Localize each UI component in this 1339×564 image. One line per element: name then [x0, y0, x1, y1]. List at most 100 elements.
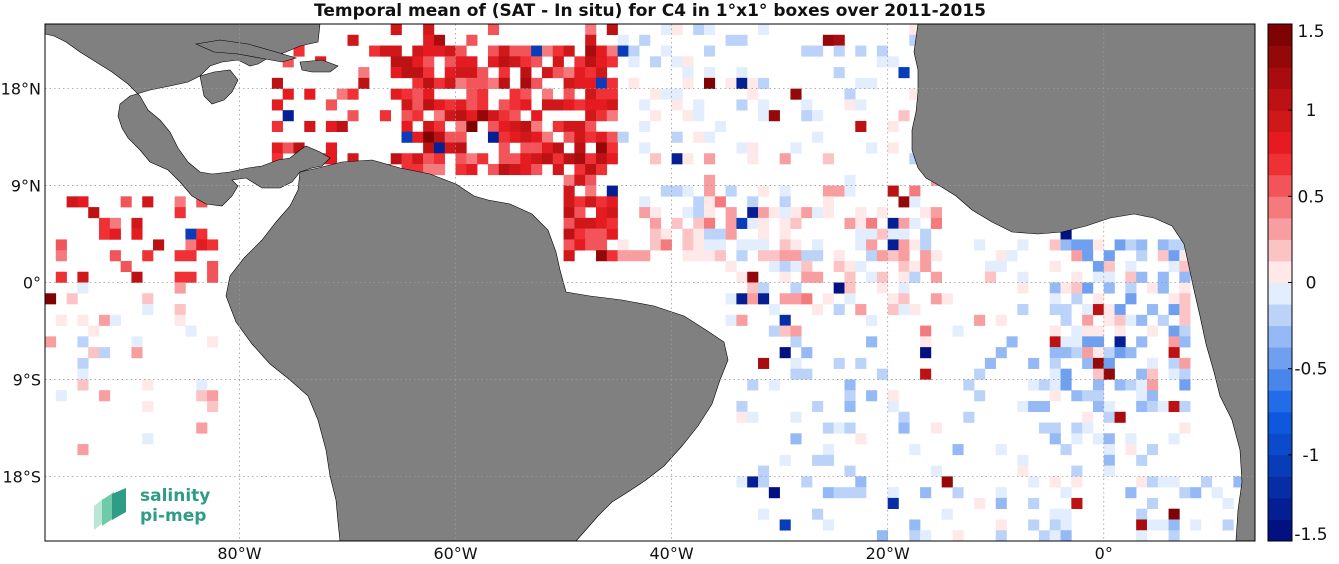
grid-cell [693, 99, 705, 111]
grid-cell [1017, 239, 1029, 251]
grid-cell [1179, 282, 1191, 294]
grid-cell [77, 314, 89, 326]
grid-cell [909, 444, 921, 456]
grid-cell [520, 164, 532, 176]
grid-cell [88, 207, 100, 219]
grid-cell [509, 153, 521, 165]
grid-cell [1049, 325, 1061, 337]
grid-cell [153, 239, 165, 251]
colorbar-step [1268, 433, 1292, 456]
grid-cell [1082, 347, 1094, 359]
grid-cell [433, 164, 446, 176]
grid-cell [693, 110, 705, 122]
grid-cell [1049, 293, 1061, 305]
grid-cell [812, 400, 824, 413]
grid-cell [1168, 476, 1180, 488]
grid-cell [1082, 411, 1094, 423]
grid-cell [1071, 347, 1083, 359]
grid-cell [1200, 476, 1213, 488]
grid-cell [1146, 368, 1159, 380]
grid-cell [531, 142, 543, 154]
grid-cell [1114, 411, 1126, 423]
grid-cell [606, 250, 618, 262]
grid-cell [1146, 497, 1159, 509]
grid-cell [747, 153, 759, 165]
grid-cell [758, 228, 770, 240]
grid-cell [1092, 271, 1105, 283]
grid-cell [142, 400, 154, 413]
grid-cell [639, 250, 651, 262]
grid-cell [563, 153, 575, 165]
south-america-land [225, 159, 729, 541]
grid-cell [325, 142, 337, 154]
grid-cell [1136, 400, 1148, 413]
grid-cell [1103, 260, 1115, 273]
grid-cell [758, 357, 770, 369]
grid-cell [606, 110, 618, 122]
colorbar-step [1268, 497, 1292, 520]
grid-cell [812, 207, 824, 219]
grid-cell [271, 99, 283, 111]
grid-cell [1233, 476, 1245, 488]
colorbar-step [1268, 45, 1292, 68]
grid-cell [833, 282, 845, 294]
grid-cell [585, 153, 597, 165]
grid-cell [1157, 282, 1169, 294]
grid-cell [704, 250, 716, 262]
grid-cell [347, 153, 359, 165]
grid-cell [822, 153, 834, 165]
grid-cell [974, 497, 986, 509]
grid-cell [714, 250, 726, 262]
grid-cell [909, 530, 921, 541]
grid-cell [628, 250, 640, 262]
grid-cell [747, 239, 759, 251]
grid-cell [822, 293, 834, 305]
grid-cell [1049, 433, 1061, 445]
grid-cell [952, 325, 964, 337]
grid-cell [984, 357, 997, 369]
grid-cell [433, 153, 446, 165]
grid-cell [898, 250, 910, 262]
grid-cell [704, 228, 716, 240]
grid-cell [844, 400, 856, 413]
grid-cell [1179, 314, 1191, 326]
grid-cell [1146, 390, 1159, 402]
grid-cell [563, 131, 575, 143]
grid-cell [887, 487, 899, 499]
grid-cell [498, 99, 510, 111]
grid-cell [433, 120, 446, 133]
grid-cell [55, 239, 67, 251]
grid-cell [736, 77, 748, 89]
grid-cell [704, 185, 716, 197]
grid-cell [174, 314, 186, 326]
grid-cell [271, 142, 283, 154]
grid-cell [466, 34, 478, 46]
grid-cell [790, 325, 802, 337]
grid-cell [758, 250, 770, 262]
grid-cell [650, 228, 662, 240]
grid-cell [876, 368, 888, 380]
grid-cell [1179, 487, 1191, 499]
grid-cell [768, 325, 780, 337]
colorbar-step [1268, 454, 1292, 477]
grid-cell [833, 422, 845, 434]
grid-cell [887, 142, 899, 154]
grid-cell [1103, 250, 1115, 262]
grid-cell [941, 508, 953, 520]
grid-cell [423, 24, 435, 36]
grid-cell [1049, 304, 1061, 316]
grid-cell [131, 217, 143, 229]
grid-cell [650, 239, 662, 251]
latitude-labels: 18°N 9°N 0° 9°S 18°S [1, 80, 41, 487]
grid-cell [1092, 336, 1105, 348]
grid-cell [974, 239, 986, 251]
grid-cell [531, 45, 543, 57]
grid-cell [1211, 487, 1223, 499]
grid-cell [433, 45, 446, 57]
grid-cell [736, 314, 748, 326]
grid-cell [801, 99, 813, 111]
grid-cell [725, 207, 737, 219]
grid-cell [498, 77, 510, 89]
grid-cell [77, 282, 89, 294]
grid-cell [595, 153, 608, 165]
